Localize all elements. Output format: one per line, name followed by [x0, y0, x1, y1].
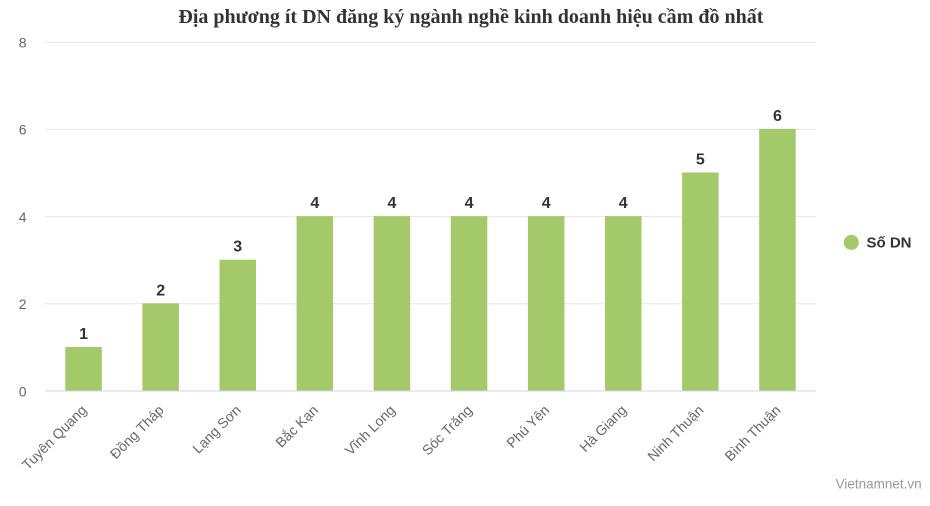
svg-text:4: 4 — [465, 195, 474, 212]
svg-text:4: 4 — [310, 195, 319, 212]
svg-text:Số DN: Số DN — [867, 235, 912, 252]
svg-text:4: 4 — [387, 195, 396, 212]
svg-text:6: 6 — [773, 108, 782, 125]
svg-text:2: 2 — [156, 282, 165, 299]
svg-text:1: 1 — [79, 326, 88, 343]
svg-text:2: 2 — [19, 296, 27, 312]
svg-text:4: 4 — [19, 209, 27, 225]
svg-text:0: 0 — [19, 383, 27, 399]
svg-text:4: 4 — [542, 195, 551, 212]
svg-text:3: 3 — [233, 239, 242, 256]
svg-text:4: 4 — [619, 195, 628, 212]
svg-text:Địa phương ít DN đăng ký ngành: Địa phương ít DN đăng ký ngành nghề kinh… — [178, 6, 763, 28]
svg-text:Vietnamnet.vn: Vietnamnet.vn — [836, 477, 922, 492]
svg-text:8: 8 — [19, 35, 27, 51]
svg-text:6: 6 — [19, 122, 27, 138]
svg-text:5: 5 — [696, 152, 705, 169]
